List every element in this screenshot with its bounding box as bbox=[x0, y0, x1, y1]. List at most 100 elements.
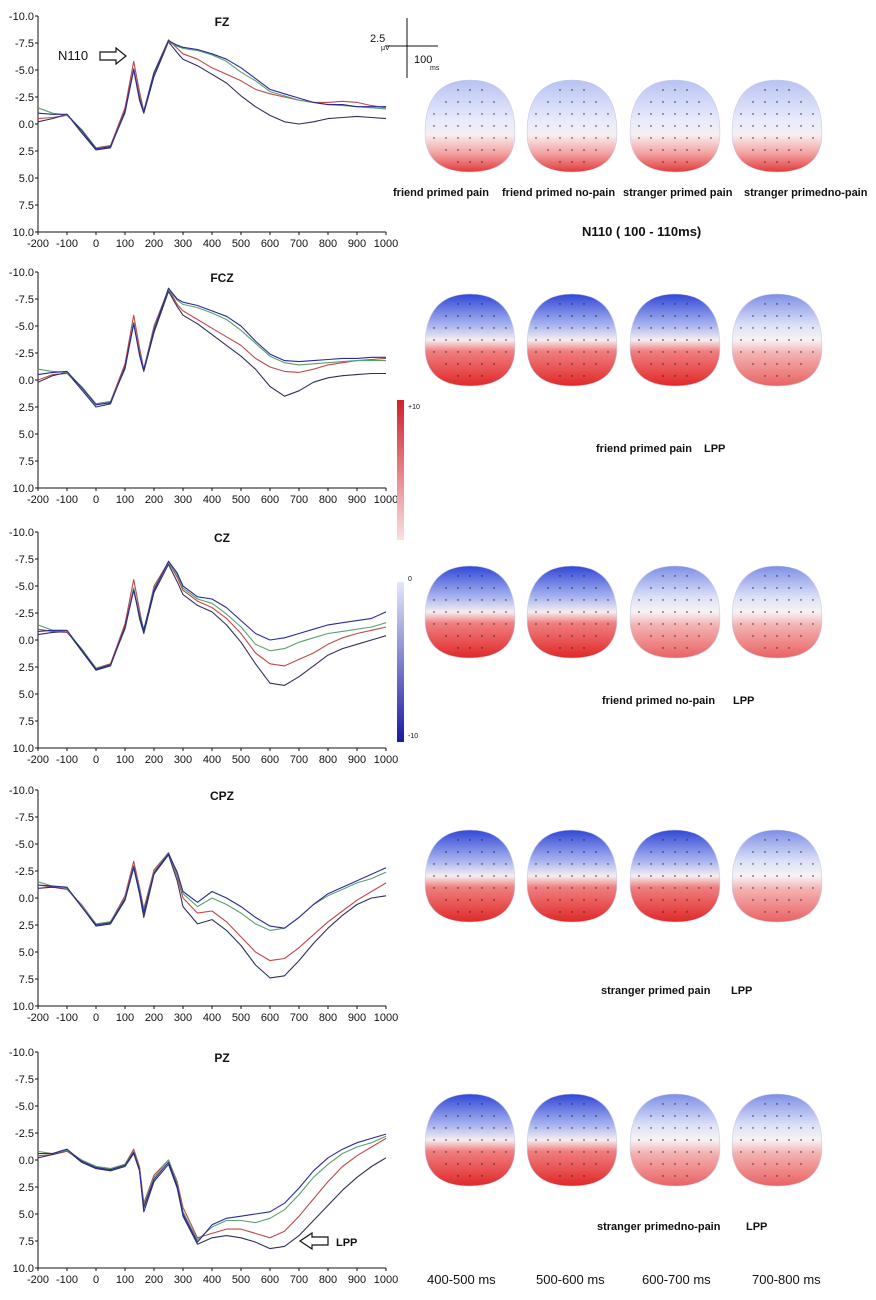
electrode-dot bbox=[776, 315, 778, 317]
x-tick-label: 800 bbox=[319, 494, 337, 506]
electrode-dot bbox=[559, 315, 561, 317]
electrode-dot bbox=[650, 611, 652, 613]
electrode-dot bbox=[445, 1115, 447, 1117]
electrode-dot bbox=[710, 623, 712, 625]
electrode-dot bbox=[752, 599, 754, 601]
y-tick-label: -7.5 bbox=[15, 812, 34, 824]
electrode-dot bbox=[788, 89, 790, 91]
x-tick-label: 800 bbox=[319, 754, 337, 766]
electrode-dot bbox=[800, 327, 802, 329]
electrode-dot bbox=[776, 1163, 778, 1165]
electrode-dot bbox=[505, 327, 507, 329]
electrode-dot bbox=[571, 587, 573, 589]
electrode-dot bbox=[559, 575, 561, 577]
electrode-dot bbox=[493, 1127, 495, 1129]
y-tick-label: 0.0 bbox=[19, 119, 34, 131]
electrode-dot bbox=[674, 863, 676, 865]
electrode-dot bbox=[469, 635, 471, 637]
electrode-dot bbox=[469, 161, 471, 163]
electrode-dot bbox=[595, 315, 597, 317]
y-tick-label: 2.5 bbox=[19, 1182, 34, 1194]
electrode-dot bbox=[674, 1115, 676, 1117]
electrode-dot bbox=[559, 635, 561, 637]
electrode-dot bbox=[481, 149, 483, 151]
electrode-dot bbox=[583, 149, 585, 151]
series-line-friend-primed-no-pain bbox=[37, 290, 386, 408]
electrode-dot bbox=[583, 875, 585, 877]
electrode-dot bbox=[583, 575, 585, 577]
series-line-stranger-primed-no-pain bbox=[37, 560, 387, 670]
electrode-dot bbox=[764, 161, 766, 163]
electrode-dot bbox=[571, 863, 573, 865]
x-tick-label: -100 bbox=[56, 754, 78, 766]
x-tick-label: 300 bbox=[174, 238, 192, 250]
electrode-dot bbox=[800, 611, 802, 613]
electrode-dot bbox=[493, 587, 495, 589]
electrode-dot bbox=[457, 1115, 459, 1117]
electrode-dot bbox=[638, 623, 640, 625]
electrode-dot bbox=[800, 149, 802, 151]
electrode-dot bbox=[469, 575, 471, 577]
electrode-dot bbox=[662, 303, 664, 305]
electrode-dot bbox=[445, 611, 447, 613]
electrode-dot bbox=[457, 851, 459, 853]
electrode-dot bbox=[638, 611, 640, 613]
electrode-dot bbox=[559, 327, 561, 329]
electrode-dot bbox=[583, 113, 585, 115]
electrode-dot bbox=[445, 113, 447, 115]
electrode-dot bbox=[583, 599, 585, 601]
electrode-dot bbox=[662, 89, 664, 91]
electrode-dot bbox=[674, 1103, 676, 1105]
electrode-dot bbox=[674, 89, 676, 91]
electrode-dot bbox=[583, 363, 585, 365]
x-tick-label: 300 bbox=[174, 494, 192, 506]
y-tick-label: 5.0 bbox=[19, 689, 34, 701]
electrode-dot bbox=[764, 113, 766, 115]
electrode-dot bbox=[469, 363, 471, 365]
x-tick-label: -200 bbox=[27, 238, 49, 250]
electrode-dot bbox=[650, 339, 652, 341]
electrode-dot bbox=[535, 623, 537, 625]
electrode-dot bbox=[469, 303, 471, 305]
electrode-dot bbox=[457, 315, 459, 317]
waveform-panel-pz: -10.0 -7.5 -5.0 -2.5 0.0 2.5 5.0 7.5 10.0-200 -10… bbox=[9, 1047, 398, 1286]
electrode-dot bbox=[583, 1163, 585, 1165]
electrode-dot bbox=[800, 1127, 802, 1129]
electrode-dot bbox=[764, 587, 766, 589]
time-window-4: 700-800 ms bbox=[752, 1272, 821, 1287]
x-tick-label: -200 bbox=[27, 1274, 49, 1286]
electrode-dot bbox=[457, 363, 459, 365]
electrode-dot bbox=[686, 137, 688, 139]
electrode-dot bbox=[686, 375, 688, 377]
x-tick-label: 100 bbox=[116, 238, 134, 250]
x-tick-label: 900 bbox=[348, 238, 366, 250]
electrode-dot bbox=[686, 149, 688, 151]
electrode-dot bbox=[469, 1139, 471, 1141]
electrode-dot bbox=[764, 911, 766, 913]
x-tick-label: 900 bbox=[348, 494, 366, 506]
electrode-dot bbox=[445, 339, 447, 341]
electrode-dot bbox=[686, 1175, 688, 1177]
electrode-dot bbox=[674, 587, 676, 589]
electrode-dot bbox=[650, 1151, 652, 1153]
electrode-dot bbox=[764, 1115, 766, 1117]
electrode-dot bbox=[686, 839, 688, 841]
electrode-dot bbox=[583, 89, 585, 91]
electrode-dot bbox=[571, 611, 573, 613]
electrode-dot bbox=[535, 113, 537, 115]
electrode-dot bbox=[698, 101, 700, 103]
x-tick-label: -100 bbox=[56, 238, 78, 250]
electrode-dot bbox=[788, 851, 790, 853]
electrode-dot bbox=[481, 1175, 483, 1177]
electrode-dot bbox=[559, 89, 561, 91]
electrode-dot bbox=[662, 851, 664, 853]
electrode-dot bbox=[433, 1127, 435, 1129]
electrode-dot bbox=[571, 327, 573, 329]
colorbar-zero-label: 0 bbox=[408, 576, 412, 583]
series-line-friend-primed-no-pain bbox=[37, 563, 387, 686]
electrode-dot bbox=[445, 623, 447, 625]
electrode-dot bbox=[445, 327, 447, 329]
electrode-dot bbox=[481, 1115, 483, 1117]
electrode-dot bbox=[764, 875, 766, 877]
topomap bbox=[629, 79, 721, 173]
